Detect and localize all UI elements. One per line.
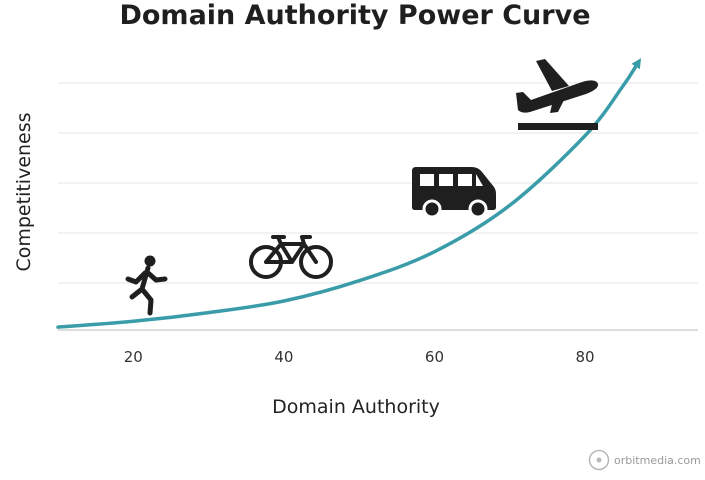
y-axis-title: Competitiveness — [13, 112, 35, 271]
chart-title: Domain Authority Power Curve — [119, 0, 590, 31]
orbit-logo-icon — [588, 449, 610, 471]
van-icon — [412, 167, 496, 219]
watermark-text: orbitmedia.com — [614, 454, 701, 467]
x-axis-title: Domain Authority — [272, 396, 440, 418]
x-tick-label: 80 — [576, 348, 595, 366]
airplane-takeoff-icon — [516, 59, 599, 130]
series-line — [56, 58, 642, 329]
runner-icon — [125, 255, 168, 316]
x-ticks: 20 40 60 80 — [124, 348, 595, 366]
bicycle-icon — [249, 235, 333, 279]
watermark: orbitmedia.com — [588, 449, 701, 471]
x-tick-label: 60 — [425, 348, 444, 366]
x-tick-label: 40 — [274, 348, 293, 366]
x-tick-label: 20 — [124, 348, 143, 366]
